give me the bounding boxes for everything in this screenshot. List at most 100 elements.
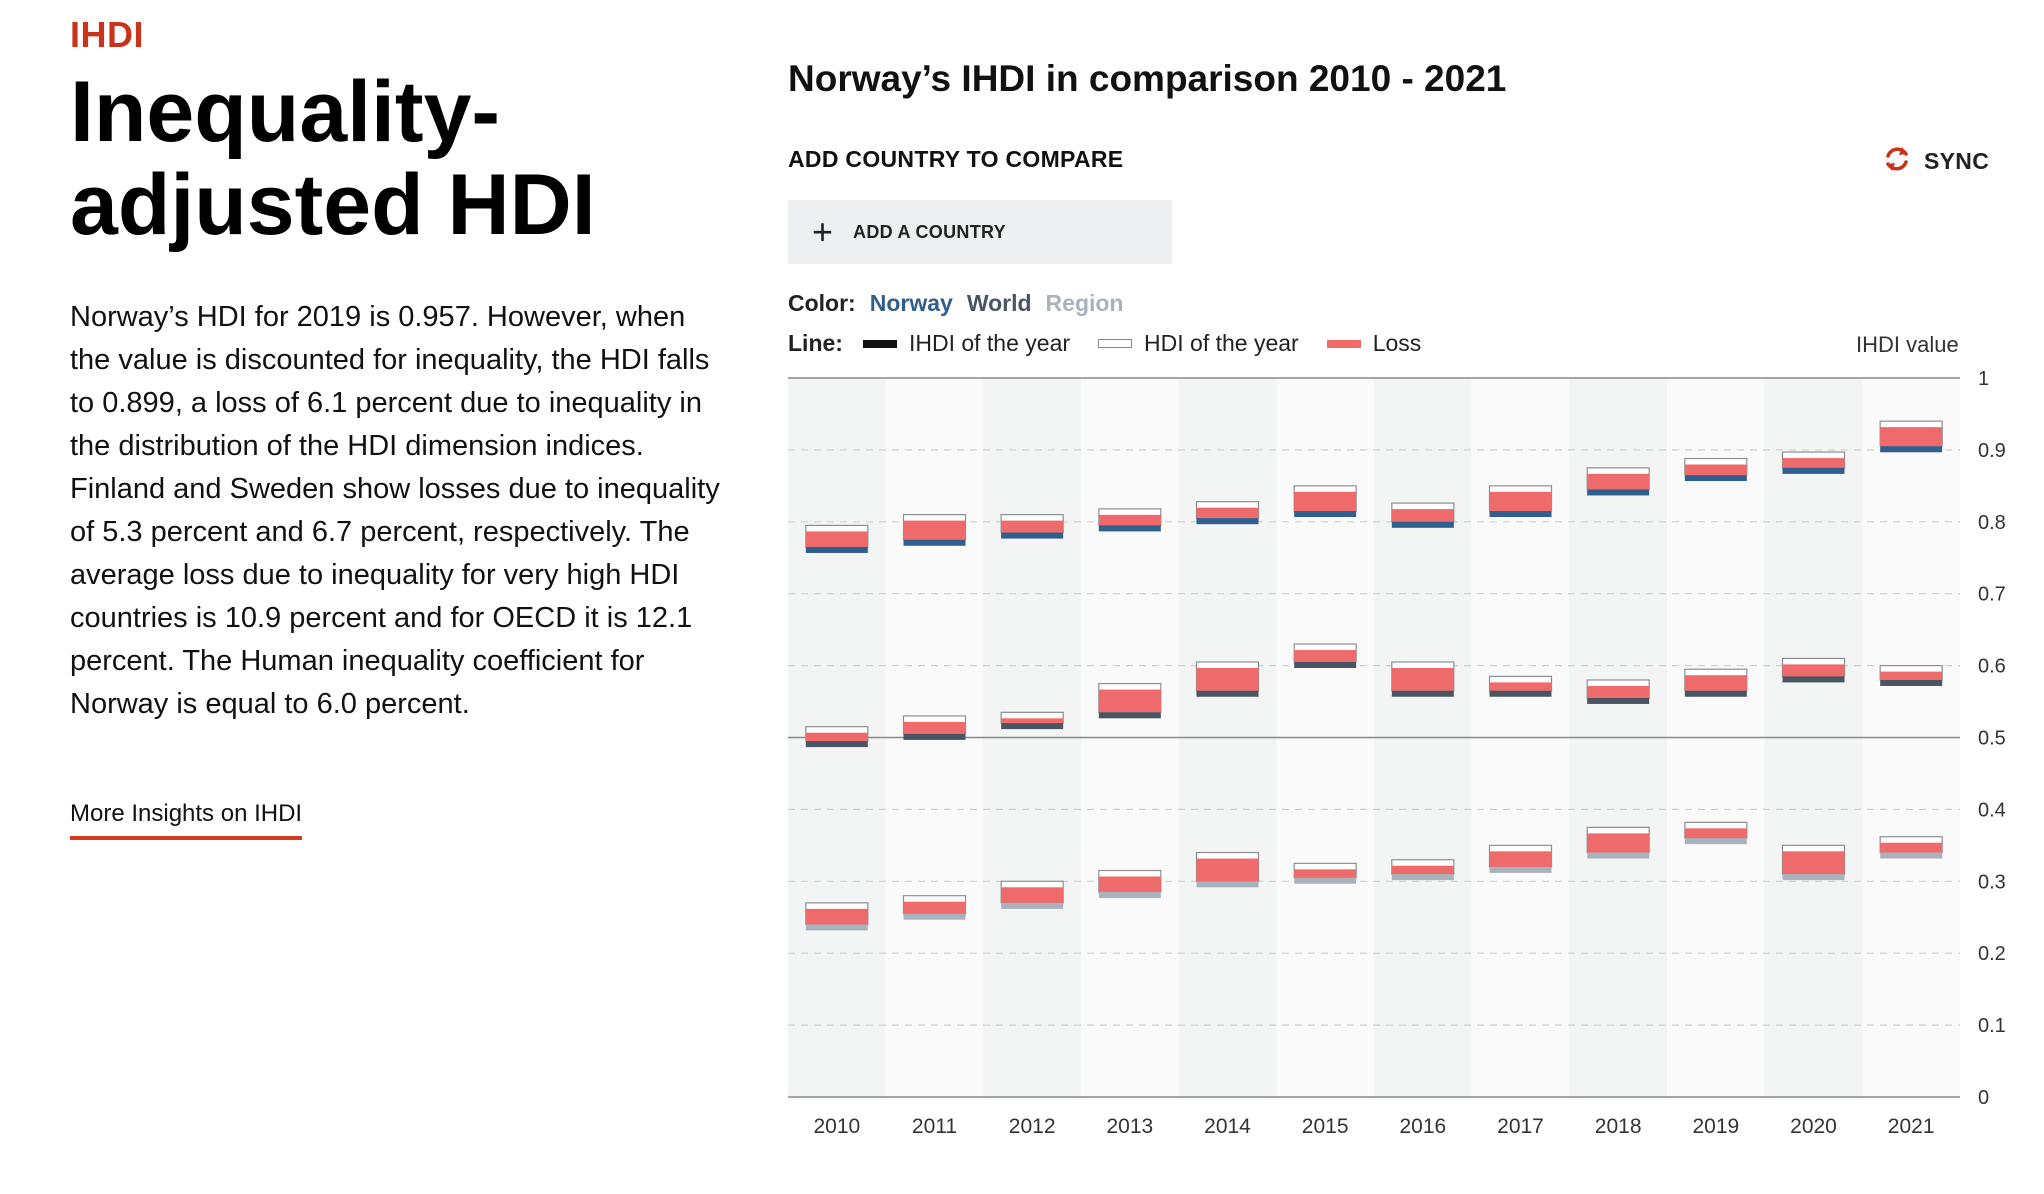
loss-bar <box>1001 887 1064 903</box>
loss-bar <box>903 721 966 734</box>
ihdi-line <box>805 924 868 931</box>
ihdi-line <box>903 733 966 740</box>
color-option-norway[interactable]: Norway <box>869 290 953 316</box>
sync-button[interactable]: SYNC <box>1880 142 1989 181</box>
ihdi-line <box>1587 697 1650 704</box>
add-country-button[interactable]: + ADD A COUNTRY <box>788 200 1172 264</box>
y-tick-label: 0 <box>1978 1087 1989 1109</box>
x-tick-label: 2018 <box>1595 1115 1642 1138</box>
ihdi-line <box>1098 525 1161 532</box>
more-insights-link[interactable]: More Insights on IHDI <box>70 800 303 840</box>
loss-bar <box>1098 689 1161 713</box>
ihdi-line <box>1489 866 1552 873</box>
ihdi-line <box>1196 518 1259 525</box>
loss-bar <box>1391 668 1454 691</box>
loss-bar <box>1782 458 1845 468</box>
x-tick-label: 2014 <box>1204 1115 1251 1138</box>
x-tick-label: 2013 <box>1106 1115 1153 1138</box>
ihdi-line <box>1489 511 1552 518</box>
ihdi-line <box>1001 723 1064 730</box>
y-tick-label: 1 <box>1978 368 1989 390</box>
color-option-region[interactable]: Region <box>1045 290 1124 316</box>
ihdi-line <box>1391 690 1454 697</box>
ihdi-line <box>903 913 966 920</box>
legend-item-hdi: HDI of the year <box>1098 330 1299 357</box>
sync-label: SYNC <box>1924 148 1990 174</box>
ihdi-line <box>1684 690 1747 697</box>
legend-swatch-loss <box>1326 339 1361 348</box>
loss-bar <box>1880 671 1943 680</box>
color-label: Color: <box>788 290 856 316</box>
loss-bar <box>1294 650 1357 663</box>
ihdi-line <box>1098 712 1161 719</box>
loss-bar <box>1196 668 1259 691</box>
loss-bar <box>1684 464 1747 476</box>
legend-label-loss: Loss <box>1372 330 1422 356</box>
y-tick-label: 0.7 <box>1978 584 2006 606</box>
x-tick-label: 2015 <box>1302 1115 1349 1138</box>
y-tick-label: 0.8 <box>1978 512 2006 534</box>
loss-bar <box>1880 427 1943 447</box>
ihdi-line <box>1587 852 1650 859</box>
ihdi-line <box>1294 877 1357 884</box>
loss-bar <box>1684 828 1747 839</box>
loss-bar <box>1098 514 1161 526</box>
sync-icon <box>1880 142 1914 181</box>
legend-label-hdi: HDI of the year <box>1144 330 1299 356</box>
loss-bar <box>1391 865 1454 875</box>
plus-icon: + <box>812 211 834 252</box>
line-legend: Line: IHDI of the year HDI of the year L… <box>788 330 1437 357</box>
y-tick-label: 0.1 <box>1978 1015 2006 1037</box>
compare-label: ADD COUNTRY TO COMPARE <box>788 146 1124 172</box>
ihdi-line <box>1880 679 1943 686</box>
loss-bar <box>903 901 966 914</box>
x-tick-label: 2021 <box>1888 1115 1935 1138</box>
add-country-label: ADD A COUNTRY <box>853 221 1006 242</box>
loss-bar <box>1587 473 1650 490</box>
y-tick-label: 0.9 <box>1978 440 2006 462</box>
legend-label-ihdi: IHDI of the year <box>908 330 1071 356</box>
loss-bar <box>1880 842 1943 853</box>
loss-bar <box>1587 685 1650 698</box>
loss-bar <box>805 908 868 925</box>
loss-bar <box>1782 664 1845 677</box>
y-tick-label: 0.2 <box>1978 943 2006 965</box>
ihdi-line <box>1782 676 1845 683</box>
ihdi-line <box>903 539 966 546</box>
description-paragraph: Norway’s HDI for 2019 is 0.957. However,… <box>70 301 720 720</box>
y-tick-label: 0.4 <box>1978 799 2006 821</box>
loss-bar <box>1489 851 1552 867</box>
loss-bar <box>1098 876 1161 893</box>
loss-bar <box>1001 520 1064 533</box>
loss-bar <box>1196 858 1259 882</box>
x-tick-label: 2017 <box>1497 1115 1544 1138</box>
ihdi-line <box>1294 511 1357 518</box>
page-title: Inequality-adjusted HDI <box>70 64 596 253</box>
loss-bar <box>1294 491 1357 512</box>
ihdi-line <box>1001 902 1064 909</box>
ihdi-line <box>1489 690 1552 697</box>
x-tick-label: 2012 <box>1009 1115 1056 1138</box>
ihdi-line <box>1098 892 1161 899</box>
x-tick-label: 2016 <box>1399 1115 1446 1138</box>
color-option-world[interactable]: World <box>966 290 1032 316</box>
ihdi-line <box>1391 874 1454 881</box>
legend-item-ihdi: IHDI of the year <box>862 330 1071 357</box>
loss-bar <box>1196 507 1259 519</box>
y-tick-label: 0.3 <box>1978 871 2006 893</box>
loss-bar <box>1684 675 1747 691</box>
ihdi-line <box>805 546 868 553</box>
ihdi-line <box>1880 852 1943 859</box>
y-tick-label: 0.6 <box>1978 656 2006 678</box>
ihdi-line <box>1391 521 1454 528</box>
ihdi-line <box>1196 881 1259 888</box>
loss-bar <box>1489 491 1552 512</box>
ihdi-line <box>1782 467 1845 474</box>
x-tick-label: 2020 <box>1790 1115 1837 1138</box>
loss-bar <box>1587 833 1650 853</box>
ihdi-line <box>1587 489 1650 496</box>
legend-item-loss: Loss <box>1326 330 1422 357</box>
color-selector: Color: Norway World Region <box>788 290 1124 317</box>
ihdi-line <box>1684 838 1747 845</box>
